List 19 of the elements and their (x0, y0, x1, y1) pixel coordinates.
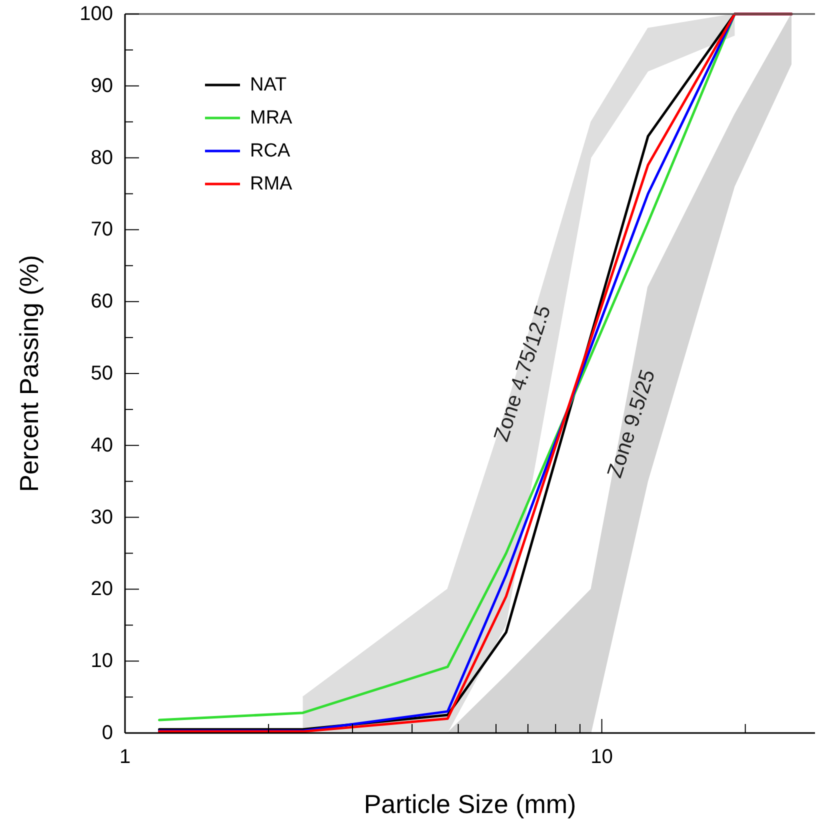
y-tick-label: 10 (90, 650, 113, 672)
y-tick-label: 40 (90, 434, 113, 456)
y-tick-label: 70 (90, 218, 113, 241)
x-tick-label: 1 (119, 746, 131, 768)
legend-label: RMA (250, 174, 293, 194)
y-axis-title: Percent Passing (%) (14, 255, 44, 492)
y-tick-label: 0 (102, 722, 113, 744)
y-tick-label: 60 (90, 290, 113, 313)
y-tick-label: 50 (90, 362, 113, 384)
legend-label: NAT (250, 74, 287, 96)
y-tick-label: 30 (90, 506, 113, 528)
y-tick-label: 90 (90, 74, 113, 97)
legend-label: RCA (250, 140, 290, 162)
y-tick-label: 20 (90, 578, 113, 600)
y-tick-label: 100 (80, 3, 113, 25)
annotation: Zone 9.5/25 (603, 366, 660, 481)
legend-label: MRA (250, 108, 293, 128)
y-tick-label: 80 (90, 146, 113, 169)
x-axis-title: Particle Size (mm) (364, 789, 576, 819)
